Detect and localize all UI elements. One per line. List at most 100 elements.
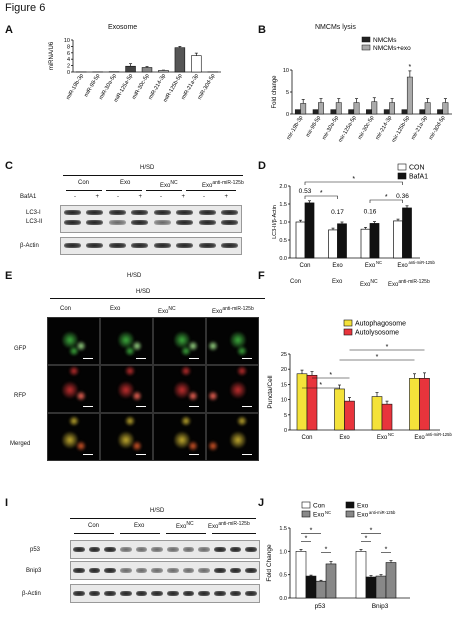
chart-b-xtick-label-8: mir-30d-5p — [428, 115, 446, 141]
micro-col-2: Exo — [110, 306, 121, 312]
micro-row-merged: Merged — [10, 441, 31, 447]
chart-j-bar-2-1 — [375, 575, 387, 599]
cell-signal — [132, 340, 142, 352]
chart-f-xtick-sup-3: anti-miR-125b — [426, 432, 453, 437]
chart-j-legend-swatch-0 — [301, 501, 311, 509]
chart-j-ylabel: Fold Change — [266, 544, 273, 582]
blot-c-lc3-band-0-1 — [86, 210, 104, 215]
f-header-1: Con — [290, 279, 302, 285]
cell-signal — [118, 380, 134, 400]
chart-b-bar-1-2 — [335, 102, 342, 115]
chart-d-ratio-1: 0.17 — [331, 209, 344, 216]
figure-title: Figure 6 — [5, 2, 46, 14]
chart-b-bar-0-4 — [366, 109, 372, 115]
panel-i-label: I — [5, 497, 9, 509]
blot-c-band-label-1: LC3-I — [26, 210, 41, 216]
chart-b-bar-1-4 — [371, 101, 378, 115]
chart-a-xtick-label-8: miR-30d-5p — [197, 73, 217, 101]
chart-b-bar-1-1 — [318, 102, 324, 115]
blot-i-actin-band-0-8 — [198, 591, 211, 596]
chart-a-ylabel: miRNA/U6 — [49, 41, 55, 70]
micrograph-merged-1 — [100, 413, 153, 461]
blot-c-actin-band-0-4 — [153, 243, 171, 248]
chart-b-xtick-label-6: mir-125b-5p — [391, 115, 411, 142]
chart-a-xtick-label-0: miR-19b-3p — [65, 73, 85, 101]
cell-signal — [62, 430, 78, 450]
chart-b-ytick-label-2: 10 — [283, 68, 289, 74]
micro-col-3: ExoNC — [158, 306, 176, 315]
panel-d-label: D — [258, 160, 266, 172]
chart-b-xtick-label-2: mir-30a-5p — [321, 115, 339, 141]
cell-signal — [230, 380, 246, 400]
blot-i-bnip3-band-0-2 — [104, 568, 117, 573]
cell-signal — [174, 430, 190, 450]
panel-e-condition: H/SD — [136, 289, 151, 295]
panel-a-title: Exosome — [108, 24, 138, 31]
blot-i-group-2: Exo — [134, 523, 145, 529]
cell-signal — [180, 366, 192, 376]
cell-signal — [68, 346, 80, 356]
chart-a-bar-3 — [125, 65, 136, 73]
blot-i-p53-band-0-10 — [229, 547, 242, 552]
scale-bar — [242, 358, 252, 359]
scale-bar — [189, 406, 199, 407]
chart-f-bar-0-3 — [409, 378, 420, 431]
bafa1-mark-4: - — [160, 194, 162, 200]
cell-signal — [124, 346, 136, 356]
chart-f-legend-swatch-1 — [343, 328, 353, 336]
blot-i-group-3: ExoNC — [176, 521, 194, 530]
cell-signal — [188, 440, 198, 452]
chart-f-ytick-label-2: 10 — [281, 398, 287, 404]
blot-c-lc3-band-1-0 — [63, 220, 81, 225]
blot-c-actin — [60, 237, 242, 255]
chart-a-ytick-label-4: 8 — [67, 44, 70, 50]
blot-i-p53-band-0-8 — [198, 547, 211, 552]
cell-signal — [132, 440, 142, 452]
blot-c-lc3-band-1-4 — [153, 220, 171, 225]
blot-c-actin-band-0-2 — [108, 243, 126, 248]
blot-c-band-label-3: β-Actin — [20, 243, 39, 249]
blot-i-bnip3 — [70, 561, 260, 580]
scale-bar — [83, 358, 93, 359]
f-header-2: Exo — [332, 279, 343, 285]
chart-d-ytick-label-2: 1.0 — [279, 220, 287, 226]
chart-b-bar-0-8 — [437, 109, 444, 115]
chart-b-bar-0-6 — [401, 109, 408, 115]
panel-e-label: E — [5, 270, 13, 282]
blot-i-actin-band-0-1 — [88, 591, 101, 596]
chart-d-bracket-1 — [304, 181, 403, 185]
cell-signal — [236, 416, 248, 426]
chart-a-bar-6 — [174, 47, 186, 73]
chart-f-xtick-sup-2: NC — [388, 432, 394, 437]
chart-d-bar-0-1 — [328, 229, 338, 259]
cell-signal — [124, 366, 136, 376]
blot-i-band-label-3: β-Actin — [22, 591, 41, 597]
cell-signal — [68, 416, 80, 426]
panel-b-title: NMCMs lysis — [315, 24, 356, 31]
blot-i-p53-band-0-7 — [182, 547, 195, 552]
panel-j-label: J — [258, 497, 265, 509]
chart-b-legend-label-0: NMCMs — [373, 37, 397, 44]
blot-c-actin-band-0-6 — [198, 243, 216, 248]
chart-d-bracket-star-1: * — [352, 176, 355, 183]
blot-i-bnip3-band-0-11 — [245, 568, 258, 573]
chart-d-ytick-label-0: 0.0 — [279, 256, 287, 262]
blot-i-p53-band-0-3 — [119, 547, 132, 552]
scale-bar — [189, 358, 199, 359]
blot-i-actin-band-0-5 — [151, 591, 164, 596]
chart-b-bar-0-5 — [383, 109, 390, 115]
blot-i-bnip3-band-0-9 — [213, 568, 226, 573]
chart-j-legend-label-0: Con — [313, 503, 325, 510]
micrograph-gfp-1 — [100, 317, 153, 365]
chart-a-ytick-label-5: 10 — [64, 38, 70, 44]
cell-signal — [118, 330, 134, 350]
chart-j-bracket-star-0-1: * — [310, 527, 313, 534]
panel-f-chart: 0 5 10 15 20 25 Puncta/Cell Autophagosome Autoly… — [267, 319, 453, 441]
blot-c-lc3-band-0-2 — [108, 210, 126, 215]
micro-col-4: Exoanti-miR-125b — [212, 306, 254, 315]
chart-f-bar-0-2 — [371, 396, 383, 431]
chart-j-xtick-label-1: Bnip3 — [372, 603, 389, 610]
chart-a-xtick-label-1: miR-98-5p — [83, 73, 101, 98]
blot-c-lc3-band-0-4 — [153, 210, 171, 215]
